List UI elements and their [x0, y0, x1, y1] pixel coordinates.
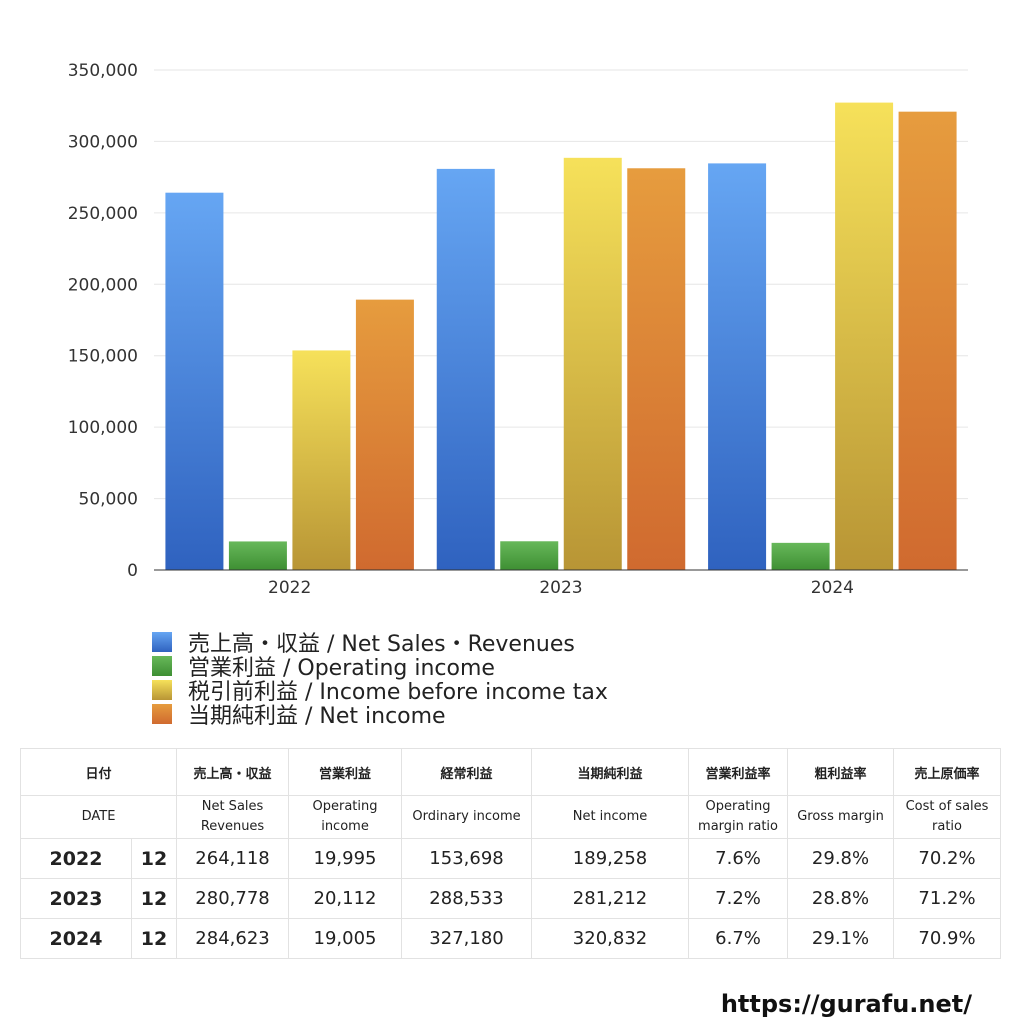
table-cell: 320,832 — [531, 918, 690, 959]
table-cell: 6.7% — [688, 918, 789, 959]
bar-2024-series-2 — [835, 102, 894, 570]
bar-2022-series-3 — [355, 299, 414, 570]
bar-2024-series-0 — [708, 163, 767, 570]
y-tick-label: 0 — [127, 561, 138, 581]
table-cell-year: 2024 — [20, 918, 132, 959]
table-header-cell: 売上原価率 — [893, 748, 1002, 796]
legend-swatch-operating-income — [152, 656, 172, 676]
table-cell-year: 2023 — [20, 878, 132, 919]
table-header-cell: Ordinary income — [401, 795, 533, 839]
table-cell-month: 12 — [130, 878, 178, 919]
chart-gridlines — [154, 69, 968, 500]
table-cell-year: 2022 — [20, 838, 132, 879]
y-tick-label: 300,000 — [68, 132, 138, 152]
table-header-cell: Net income — [531, 795, 690, 839]
legend-item-operating-income: 営業利益 / Operating income — [152, 654, 608, 681]
table-header-row-en: DATE Net Sales Revenues Operating income… — [19, 795, 1002, 839]
table-cell: 189,258 — [531, 838, 690, 879]
x-tick-label: 2023 — [539, 578, 582, 598]
table-cell: 153,698 — [401, 838, 533, 879]
table-header-cell: Gross margin — [787, 795, 895, 839]
legend-swatch-net-sales — [152, 632, 172, 652]
table-cell: 28.8% — [787, 878, 895, 919]
table-header-cell: 売上高・収益 — [176, 748, 290, 796]
bar-2023-series-0 — [436, 168, 495, 571]
table-cell: 288,533 — [401, 878, 533, 919]
table-cell: 7.2% — [688, 878, 789, 919]
table-cell: 71.2% — [893, 878, 1002, 919]
bar-2023-series-3 — [627, 168, 686, 571]
legend-swatch-income-before-tax — [152, 680, 172, 700]
table-cell-month: 12 — [130, 918, 178, 959]
table-cell-month: 12 — [130, 838, 178, 879]
legend-swatch-net-income — [152, 704, 172, 724]
financial-data-table: 日付 売上高・収益 営業利益 経常利益 当期純利益 営業利益率 粗利益率 売上原… — [19, 748, 1002, 959]
table-cell: 264,118 — [176, 838, 290, 879]
table-header-cell: 粗利益率 — [787, 748, 895, 796]
table-header-cell: Operating income — [288, 795, 403, 839]
table-cell: 70.2% — [893, 838, 1002, 879]
table-header-cell: 当期純利益 — [531, 748, 690, 796]
legend-label: 売上高・収益 / Net Sales・Revenues — [188, 632, 575, 657]
y-tick-label: 200,000 — [68, 275, 138, 295]
table-cell: 19,005 — [288, 918, 403, 959]
y-tick-label: 250,000 — [68, 204, 138, 224]
bar-2024-series-1 — [771, 542, 830, 570]
bar-chart: 0 50,000 100,000 150,000 200,000 250,000 300,0… — [68, 61, 968, 598]
source-url[interactable]: https://gurafu.net/ — [720, 990, 972, 1018]
table-header-cell: 営業利益率 — [688, 748, 789, 796]
table-cell: 7.6% — [688, 838, 789, 879]
legend-label: 営業利益 / Operating income — [188, 656, 495, 681]
bar-2023-series-1 — [500, 541, 559, 570]
table-cell: 29.1% — [787, 918, 895, 959]
x-tick-label: 2022 — [268, 578, 311, 598]
table-header-row-jp: 日付 売上高・収益 営業利益 経常利益 当期純利益 営業利益率 粗利益率 売上原… — [19, 748, 1002, 796]
table-header-cell: 日付 — [19, 748, 178, 796]
table-header-cell: 営業利益 — [288, 748, 403, 796]
x-tick-label: 2024 — [811, 578, 854, 598]
table-cell: 70.9% — [893, 918, 1002, 959]
table-cell: 281,212 — [531, 878, 690, 919]
chart-bars — [165, 102, 957, 571]
bar-2022-series-0 — [165, 192, 224, 570]
table-row: 2023 12 280,778 20,112 288,533 281,212 7… — [20, 878, 1002, 919]
table-cell: 19,995 — [288, 838, 403, 879]
table-cell: 20,112 — [288, 878, 403, 919]
table-cell: 280,778 — [176, 878, 290, 919]
table-header-cell: Operating margin ratio — [688, 795, 789, 839]
bar-2022-series-2 — [292, 350, 351, 570]
y-tick-label: 150,000 — [68, 347, 138, 367]
legend-item-income-before-tax: 税引前利益 / Income before income tax — [152, 678, 608, 705]
y-tick-label: 50,000 — [79, 490, 138, 510]
table-cell: 284,623 — [176, 918, 290, 959]
table-cell: 29.8% — [787, 838, 895, 879]
table-header-cell: Net Sales Revenues — [176, 795, 290, 839]
legend-item-net-sales: 売上高・収益 / Net Sales・Revenues — [152, 630, 608, 657]
y-tick-label: 100,000 — [68, 418, 138, 438]
table-cell: 327,180 — [401, 918, 533, 959]
table-row: 2022 12 264,118 19,995 153,698 189,258 7… — [20, 838, 1002, 879]
table-header-cell: 経常利益 — [401, 748, 533, 796]
chart-axes: 0 50,000 100,000 150,000 200,000 250,000 300,0… — [68, 61, 968, 598]
y-tick-label: 350,000 — [68, 61, 138, 81]
bar-2023-series-2 — [563, 157, 622, 570]
table-header-cell: DATE — [19, 795, 178, 839]
legend-label: 税引前利益 / Income before income tax — [188, 680, 608, 705]
legend-item-net-income: 当期純利益 / Net income — [152, 702, 608, 729]
table-header-cell: Cost of sales ratio — [893, 795, 1002, 839]
legend-label: 当期純利益 / Net income — [188, 704, 446, 729]
table-row: 2024 12 284,623 19,005 327,180 320,832 6… — [20, 918, 1002, 959]
chart-legend: 売上高・収益 / Net Sales・Revenues 営業利益 / Opera… — [152, 630, 608, 729]
bar-2022-series-1 — [228, 541, 287, 570]
bar-2024-series-3 — [898, 111, 957, 570]
